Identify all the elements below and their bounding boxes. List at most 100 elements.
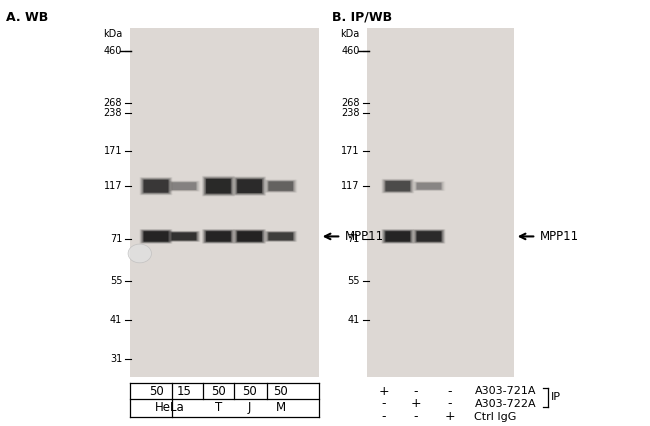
FancyBboxPatch shape <box>204 177 233 195</box>
FancyBboxPatch shape <box>417 183 441 190</box>
FancyBboxPatch shape <box>168 231 200 242</box>
FancyBboxPatch shape <box>415 230 443 242</box>
Text: 117: 117 <box>341 181 359 191</box>
Bar <box>130 360 318 377</box>
FancyBboxPatch shape <box>233 176 266 196</box>
FancyBboxPatch shape <box>265 231 296 242</box>
FancyBboxPatch shape <box>205 231 231 242</box>
FancyBboxPatch shape <box>141 178 171 194</box>
FancyBboxPatch shape <box>385 231 411 242</box>
FancyBboxPatch shape <box>267 232 294 241</box>
Text: 117: 117 <box>104 181 122 191</box>
FancyBboxPatch shape <box>234 177 265 196</box>
FancyBboxPatch shape <box>415 182 443 190</box>
FancyBboxPatch shape <box>414 230 444 243</box>
Bar <box>130 80 318 98</box>
Bar <box>130 132 318 150</box>
FancyBboxPatch shape <box>235 177 265 195</box>
FancyBboxPatch shape <box>205 178 231 194</box>
Bar <box>130 290 318 307</box>
Bar <box>130 237 318 255</box>
Bar <box>130 185 318 202</box>
FancyBboxPatch shape <box>267 181 294 192</box>
Bar <box>130 150 318 167</box>
FancyBboxPatch shape <box>140 229 172 244</box>
FancyBboxPatch shape <box>382 229 413 244</box>
FancyBboxPatch shape <box>235 230 265 243</box>
Text: 71: 71 <box>347 233 359 244</box>
FancyBboxPatch shape <box>384 230 412 243</box>
Bar <box>130 307 318 325</box>
Text: IP: IP <box>551 392 561 403</box>
Text: kDa: kDa <box>340 29 359 39</box>
FancyBboxPatch shape <box>172 233 196 240</box>
FancyBboxPatch shape <box>168 231 200 242</box>
Text: +: + <box>411 397 421 410</box>
FancyBboxPatch shape <box>143 231 169 242</box>
Text: 238: 238 <box>104 108 122 118</box>
FancyBboxPatch shape <box>237 179 262 193</box>
FancyBboxPatch shape <box>382 179 413 193</box>
FancyBboxPatch shape <box>204 230 233 243</box>
Text: B. IP/WB: B. IP/WB <box>332 11 391 24</box>
Text: 171: 171 <box>104 146 122 156</box>
Bar <box>130 167 318 185</box>
FancyBboxPatch shape <box>140 178 172 195</box>
FancyBboxPatch shape <box>417 231 441 242</box>
FancyBboxPatch shape <box>266 231 296 242</box>
Text: 15: 15 <box>177 385 191 398</box>
FancyBboxPatch shape <box>205 178 232 194</box>
Text: HeLa: HeLa <box>155 401 185 414</box>
FancyBboxPatch shape <box>268 233 293 240</box>
Text: 31: 31 <box>110 354 122 364</box>
Text: A303-722A: A303-722A <box>474 399 536 409</box>
FancyBboxPatch shape <box>266 180 295 192</box>
FancyBboxPatch shape <box>140 177 172 196</box>
Bar <box>130 28 318 45</box>
FancyBboxPatch shape <box>415 182 443 190</box>
Text: Ctrl IgG: Ctrl IgG <box>474 412 517 422</box>
FancyBboxPatch shape <box>170 232 198 241</box>
Text: +: + <box>445 410 455 423</box>
FancyBboxPatch shape <box>266 180 296 192</box>
Text: 268: 268 <box>104 98 122 108</box>
FancyBboxPatch shape <box>202 176 235 196</box>
FancyBboxPatch shape <box>416 182 442 190</box>
Bar <box>130 220 318 237</box>
FancyBboxPatch shape <box>171 182 197 190</box>
Text: -: - <box>414 385 418 397</box>
FancyBboxPatch shape <box>141 230 171 243</box>
Text: MPP11: MPP11 <box>540 230 578 243</box>
Text: 238: 238 <box>341 108 359 118</box>
Text: MPP11: MPP11 <box>344 230 383 243</box>
FancyBboxPatch shape <box>142 179 170 193</box>
FancyBboxPatch shape <box>266 232 295 241</box>
FancyBboxPatch shape <box>140 229 172 244</box>
FancyBboxPatch shape <box>203 229 234 244</box>
FancyBboxPatch shape <box>385 231 410 242</box>
Text: 71: 71 <box>110 233 122 244</box>
FancyBboxPatch shape <box>171 232 197 241</box>
Bar <box>130 63 318 80</box>
FancyBboxPatch shape <box>384 230 411 242</box>
Bar <box>367 28 514 377</box>
FancyBboxPatch shape <box>206 231 231 242</box>
Text: 460: 460 <box>104 46 122 56</box>
Bar <box>130 115 318 132</box>
Text: A. WB: A. WB <box>6 11 49 24</box>
Bar <box>130 272 318 290</box>
Text: 50: 50 <box>242 385 257 398</box>
Text: 55: 55 <box>110 276 122 286</box>
Text: 268: 268 <box>341 98 359 108</box>
FancyBboxPatch shape <box>385 181 410 191</box>
Text: M: M <box>276 401 286 414</box>
FancyBboxPatch shape <box>415 230 443 243</box>
FancyBboxPatch shape <box>235 230 264 243</box>
FancyBboxPatch shape <box>237 231 262 242</box>
FancyBboxPatch shape <box>206 179 231 193</box>
Text: 41: 41 <box>110 315 122 325</box>
Text: 41: 41 <box>347 315 359 325</box>
Ellipse shape <box>128 244 151 263</box>
Bar <box>130 255 318 272</box>
FancyBboxPatch shape <box>142 230 170 243</box>
